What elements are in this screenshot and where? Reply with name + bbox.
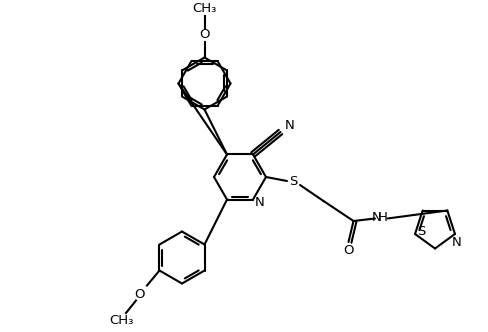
Text: H: H [378,210,387,223]
Text: N: N [255,196,264,208]
Text: S: S [289,175,298,188]
Text: N: N [285,120,294,132]
Text: S: S [417,225,425,238]
Text: O: O [134,288,145,300]
Text: CH₃: CH₃ [109,314,133,327]
Text: N: N [372,210,382,223]
Text: CH₃: CH₃ [192,2,217,16]
Text: N: N [451,236,461,249]
Text: O: O [343,244,354,258]
Text: O: O [199,29,210,42]
